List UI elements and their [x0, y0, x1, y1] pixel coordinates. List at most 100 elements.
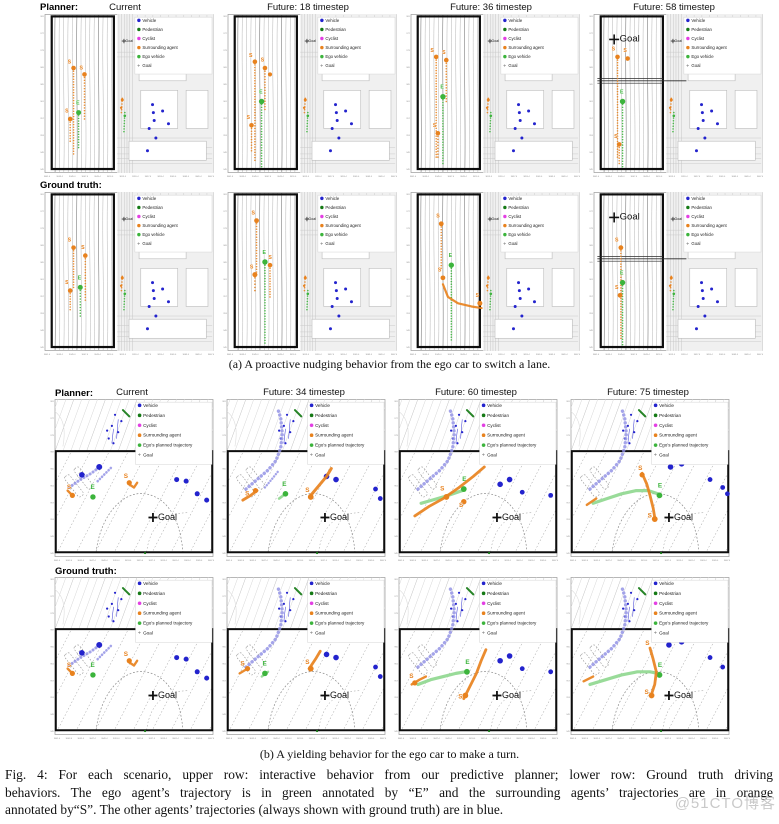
svg-text:3061.4: 3061.4	[719, 176, 726, 178]
svg-text:S: S	[644, 689, 649, 696]
svg-text:3043.4: 3043.4	[239, 354, 246, 356]
svg-text:961: 961	[589, 101, 593, 103]
svg-text:953: 953	[566, 697, 570, 699]
svg-text:Vehicle: Vehicle	[315, 403, 330, 408]
trajectory-plot: S S E S Goal Vehicle Pedestrian Cyclist Surround…	[223, 14, 397, 178]
svg-text:S: S	[458, 694, 463, 701]
svg-text:965: 965	[222, 469, 226, 471]
trajectory-plot: S S E Goal Vehicle Pedestrian Cyclist Surroundi…	[50, 399, 215, 562]
svg-text:3045.4: 3045.4	[69, 354, 76, 356]
svg-text:Goal: Goal	[325, 241, 334, 246]
svg-text:953: 953	[40, 135, 44, 137]
svg-text:3059.4: 3059.4	[332, 560, 339, 562]
svg-text:3061.4: 3061.4	[353, 354, 360, 356]
svg-text:949: 949	[589, 330, 593, 332]
svg-text:965: 965	[50, 647, 54, 649]
svg-text:Vehicle: Vehicle	[325, 196, 339, 201]
svg-text:S: S	[124, 473, 129, 480]
figure-caption-line-3: annotated by“S”. The other agents’ traje…	[5, 802, 504, 818]
svg-text:E: E	[78, 275, 82, 281]
svg-text:S: S	[409, 673, 414, 680]
svg-text:Pedestrian: Pedestrian	[315, 413, 337, 418]
svg-text:949: 949	[406, 152, 410, 154]
svg-text:S: S	[440, 486, 445, 493]
svg-text:3053.4: 3053.4	[120, 176, 127, 178]
svg-text:981: 981	[394, 401, 398, 403]
svg-text:3057.4: 3057.4	[493, 560, 500, 562]
svg-text:Goal: Goal	[502, 512, 521, 522]
svg-text:3059.4: 3059.4	[340, 176, 347, 178]
svg-text:3055.4: 3055.4	[681, 354, 688, 356]
svg-text:Ego’s planned trajectory: Ego’s planned trajectory	[487, 443, 537, 448]
svg-text:945: 945	[394, 553, 398, 555]
svg-text:3065.4: 3065.4	[368, 738, 375, 740]
svg-text:977: 977	[394, 418, 398, 420]
svg-text:3047.4: 3047.4	[261, 738, 268, 740]
svg-text:Surrounding agent: Surrounding agent	[143, 611, 182, 616]
svg-text:E: E	[76, 101, 80, 107]
svg-text:3063.4: 3063.4	[528, 560, 535, 562]
svg-text:953: 953	[223, 135, 227, 137]
svg-text:3045.4: 3045.4	[594, 738, 601, 740]
svg-text:3051.4: 3051.4	[285, 738, 292, 740]
figure-b-planner-label: Planner:	[55, 388, 94, 399]
svg-text:981: 981	[566, 401, 570, 403]
svg-text:957: 957	[406, 296, 410, 298]
svg-text:3057.4: 3057.4	[145, 354, 152, 356]
svg-text:E: E	[620, 90, 624, 96]
svg-text:3063.4: 3063.4	[732, 354, 739, 356]
svg-text:3067.4: 3067.4	[380, 560, 387, 562]
svg-text:3051.4: 3051.4	[290, 176, 297, 178]
svg-text:Goal: Goal	[659, 453, 669, 458]
figure-caption-line-2: behaviors. The ego agent’s trajectory is…	[5, 784, 773, 800]
svg-text:3063.4: 3063.4	[184, 560, 191, 562]
svg-text:3057.4: 3057.4	[145, 176, 152, 178]
figure-caption-line-1: Fig. 4: For each scenario, upper row: in…	[5, 767, 773, 782]
svg-text:961: 961	[406, 101, 410, 103]
svg-text:961: 961	[50, 663, 54, 665]
svg-text:Cyclist: Cyclist	[143, 601, 157, 606]
panel-a-ground-truth-3: S E S S Goal Vehicle Pedestrian Cyclist Surround…	[402, 180, 580, 358]
svg-text:S: S	[459, 502, 464, 509]
svg-text:957: 957	[222, 680, 226, 682]
svg-text:949: 949	[566, 714, 570, 716]
svg-text:Goal: Goal	[315, 453, 325, 458]
svg-text:E: E	[449, 253, 453, 259]
svg-text:945: 945	[406, 347, 410, 349]
svg-text:Cyclist: Cyclist	[691, 36, 704, 41]
svg-text:Goal: Goal	[143, 631, 153, 636]
svg-text:Ego vehicle: Ego vehicle	[325, 232, 348, 237]
svg-text:957: 957	[50, 502, 54, 504]
svg-text:3045.4: 3045.4	[422, 738, 429, 740]
svg-text:3067.4: 3067.4	[208, 354, 214, 356]
svg-text:3045.4: 3045.4	[69, 176, 76, 178]
svg-text:Cyclist: Cyclist	[487, 601, 501, 606]
svg-text:965: 965	[223, 84, 227, 86]
svg-text:Cyclist: Cyclist	[142, 214, 155, 219]
svg-text:S: S	[436, 213, 440, 219]
svg-text:3041.4: 3041.4	[398, 560, 405, 562]
svg-text:S: S	[240, 660, 245, 667]
svg-text:3057.4: 3057.4	[328, 354, 335, 356]
svg-text:Goal: Goal	[502, 690, 521, 700]
svg-text:3051.4: 3051.4	[285, 560, 292, 562]
svg-text:965: 965	[589, 262, 593, 264]
svg-text:Pedestrian: Pedestrian	[659, 413, 681, 418]
svg-text:3057.4: 3057.4	[149, 560, 156, 562]
svg-text:S: S	[261, 58, 265, 64]
svg-text:3057.4: 3057.4	[665, 560, 672, 562]
svg-text:3041.4: 3041.4	[398, 738, 405, 740]
svg-text:981: 981	[223, 194, 227, 196]
panel-title: Current	[109, 2, 141, 13]
svg-text:+: +	[137, 241, 140, 247]
svg-text:+: +	[503, 63, 506, 69]
svg-text:961: 961	[50, 485, 54, 487]
svg-text:3055.4: 3055.4	[315, 176, 322, 178]
svg-text:E: E	[259, 90, 263, 96]
svg-text:3045.4: 3045.4	[78, 738, 85, 740]
svg-text:3049.4: 3049.4	[445, 738, 452, 740]
svg-text:945: 945	[50, 553, 54, 555]
svg-text:Pedestrian: Pedestrian	[143, 591, 165, 596]
svg-text:3057.4: 3057.4	[328, 176, 335, 178]
